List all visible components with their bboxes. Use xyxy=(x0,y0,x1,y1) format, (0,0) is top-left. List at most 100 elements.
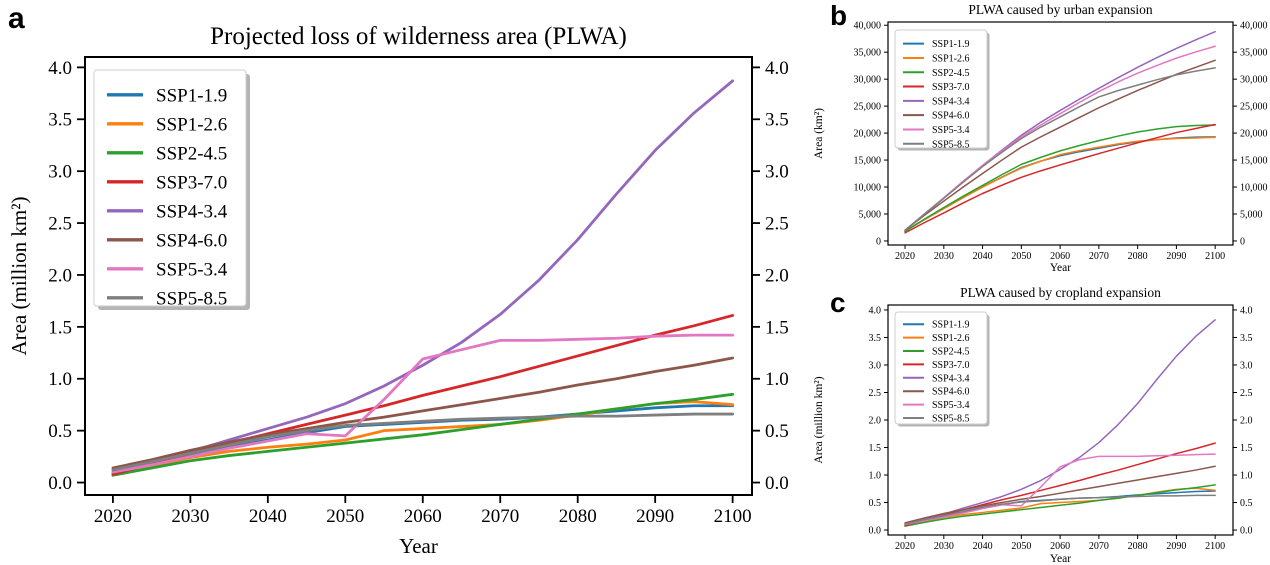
series-line-SSP2-4.5 xyxy=(904,124,1216,232)
legend-label-SSP4-3.4: SSP4-3.4 xyxy=(156,202,228,223)
y-tick-label-left: 40,000 xyxy=(854,21,882,32)
x-tick-label: 2090 xyxy=(636,506,674,527)
legend-label-SSP5-3.4: SSP5-3.4 xyxy=(156,260,228,281)
legend-label-SSP5-3.4: SSP5-3.4 xyxy=(932,400,970,411)
y-tick-label-right: 2.5 xyxy=(765,214,789,235)
y-tick-label-right: 3.5 xyxy=(765,110,789,131)
x-axis-label: Year xyxy=(399,534,438,558)
series-line-SSP5-8.5 xyxy=(904,494,1216,525)
legend-label-SSP5-8.5: SSP5-8.5 xyxy=(932,414,970,425)
x-tick-label: 2060 xyxy=(1050,251,1070,262)
y-tick-label-right: 35,000 xyxy=(1240,48,1268,59)
x-tick-label: 2020 xyxy=(895,251,915,262)
legend-label-SSP5-3.4: SSP5-3.4 xyxy=(932,125,970,136)
x-tick-label: 2030 xyxy=(934,251,954,262)
x-tick-label: 2080 xyxy=(559,506,597,527)
plot-frame xyxy=(887,21,1234,246)
x-tick-label: 2050 xyxy=(1011,541,1031,552)
x-tick-label: 2020 xyxy=(895,541,915,552)
plwa-total-chart: 2020 2030 2040 2050 2060 2070 2080 2090 2100 0.0 0… xyxy=(7,23,789,558)
y-tick-label-left: 20,000 xyxy=(854,128,882,139)
x-tick-label: 2100 xyxy=(714,506,752,527)
y-tick-label-right: 30,000 xyxy=(1240,75,1268,86)
y-tick-label-right: 4.0 xyxy=(765,58,789,79)
y-tick-label-left: 30,000 xyxy=(854,75,882,86)
x-tick-label: 2080 xyxy=(1128,251,1148,262)
y-axis-label: Area (million km²) xyxy=(813,376,825,463)
y-tick-label-right: 2.5 xyxy=(1240,388,1253,399)
y-tick-label-left: 0.0 xyxy=(48,473,72,494)
legend-label-SSP4-3.4: SSP4-3.4 xyxy=(932,96,970,107)
chart-title: PLWA caused by cropland expansion xyxy=(960,285,1161,300)
plot-frame xyxy=(887,304,1234,536)
y-tick-label-right: 3.5 xyxy=(1240,333,1253,344)
panel-b-letter: b xyxy=(830,0,848,31)
y-tick-label-left: 1.5 xyxy=(48,317,72,338)
x-tick-label: 2040 xyxy=(249,506,287,527)
chart-title: Projected loss of wilderness area (PLWA) xyxy=(210,23,627,50)
chart-c-svg: 2020 2030 2040 2050 2060 2070 2080 2090 2100 0.0 0… xyxy=(813,285,1253,565)
legend-label-SSP5-8.5: SSP5-8.5 xyxy=(156,289,227,310)
y-tick-label-right: 3.0 xyxy=(1240,360,1253,371)
y-tick-label-left: 3.5 xyxy=(48,110,72,131)
y-tick-label-right: 3.0 xyxy=(765,162,789,183)
chart-a-svg: 2020 2030 2040 2050 2060 2070 2080 2090 2100 0.0 0… xyxy=(7,23,789,558)
x-tick-label: 2070 xyxy=(481,506,519,527)
legend-label-SSP4-3.4: SSP4-3.4 xyxy=(932,373,970,384)
y-tick-label-right: 0 xyxy=(1240,236,1245,247)
x-tick-label: 2020 xyxy=(94,506,132,527)
panel-c: c 2020 2030 2040 2050 2060 2070 2080 2090 2100 0.… xyxy=(800,283,1270,565)
y-tick-label-right: 15,000 xyxy=(1240,155,1268,166)
legend-box xyxy=(894,311,988,425)
plot-frame xyxy=(84,56,753,496)
y-tick-label-left: 35,000 xyxy=(854,48,882,59)
y-tick-label-right: 2.0 xyxy=(1240,415,1253,426)
y-tick-label-right: 0.5 xyxy=(765,421,789,442)
y-tick-label-left: 1.5 xyxy=(869,443,882,454)
series-line-SSP4-3.4 xyxy=(904,319,1216,526)
legend-label-SSP1-1.9: SSP1-1.9 xyxy=(932,39,970,50)
plwa-cropland-chart: 2020 2030 2040 2050 2060 2070 2080 2090 2100 0.0 0… xyxy=(800,283,1270,565)
legend-label-SSP1-2.6: SSP1-2.6 xyxy=(156,115,227,136)
y-axis-label: Area (km²) xyxy=(813,108,825,159)
legend-label-SSP2-4.5: SSP2-4.5 xyxy=(932,347,970,358)
y-axis-label: Area (million km²) xyxy=(7,196,31,355)
legend-label-SSP2-4.5: SSP2-4.5 xyxy=(932,68,970,79)
series-line-SSP3-7.0 xyxy=(904,123,1216,234)
y-tick-label-right: 25,000 xyxy=(1240,102,1268,113)
x-tick-label: 2060 xyxy=(1050,541,1070,552)
x-tick-label: 2070 xyxy=(1089,541,1109,552)
series-line-SSP1-2.6 xyxy=(111,400,735,476)
legend-label-SSP1-2.6: SSP1-2.6 xyxy=(932,53,970,64)
panel-b: b 2020 2030 2040 2050 2060 2070 2080 2090 2100 0 0… xyxy=(800,0,1270,283)
x-tick-label: 2080 xyxy=(1128,541,1148,552)
y-tick-label-left: 3.5 xyxy=(869,333,882,344)
x-axis-label: Year xyxy=(1050,553,1071,565)
x-tick-label: 2050 xyxy=(1011,251,1031,262)
chart-title: PLWA caused by urban expansion xyxy=(968,2,1152,17)
y-tick-label-right: 1.5 xyxy=(1240,443,1253,454)
x-tick-label: 2090 xyxy=(1166,251,1186,262)
y-tick-label-left: 3.0 xyxy=(48,162,72,183)
panel-c-letter: c xyxy=(830,287,846,318)
series-line-SSP2-4.5 xyxy=(904,484,1216,527)
y-tick-label-right: 4.0 xyxy=(1240,305,1253,316)
y-tick-label-right: 10,000 xyxy=(1240,182,1268,193)
panel-a-letter: a xyxy=(8,2,25,35)
legend-label-SSP3-7.0: SSP3-7.0 xyxy=(156,173,227,194)
legend-label-SSP4-6.0: SSP4-6.0 xyxy=(932,387,970,398)
x-tick-label: 2040 xyxy=(973,251,993,262)
plwa-urban-chart: 2020 2030 2040 2050 2060 2070 2080 2090 2100 0 0 5,… xyxy=(800,0,1270,283)
y-tick-label-right: 5,000 xyxy=(1240,209,1263,220)
series-line-SSP1-2.6 xyxy=(904,136,1216,232)
y-tick-label-left: 3.0 xyxy=(869,360,882,371)
chart-b-svg: 2020 2030 2040 2050 2060 2070 2080 2090 2100 0 0 5,… xyxy=(813,2,1268,274)
y-tick-label-left: 15,000 xyxy=(854,155,882,166)
legend-label-SSP4-6.0: SSP4-6.0 xyxy=(932,111,970,122)
y-tick-label-right: 1.5 xyxy=(765,317,789,338)
series-line-SSP4-6.0 xyxy=(904,465,1216,524)
y-tick-label-right: 0.0 xyxy=(765,473,789,494)
series-line-SSP5-8.5 xyxy=(111,412,735,472)
y-tick-label-right: 0.0 xyxy=(1240,525,1253,536)
series-line-SSP2-4.5 xyxy=(111,392,735,477)
